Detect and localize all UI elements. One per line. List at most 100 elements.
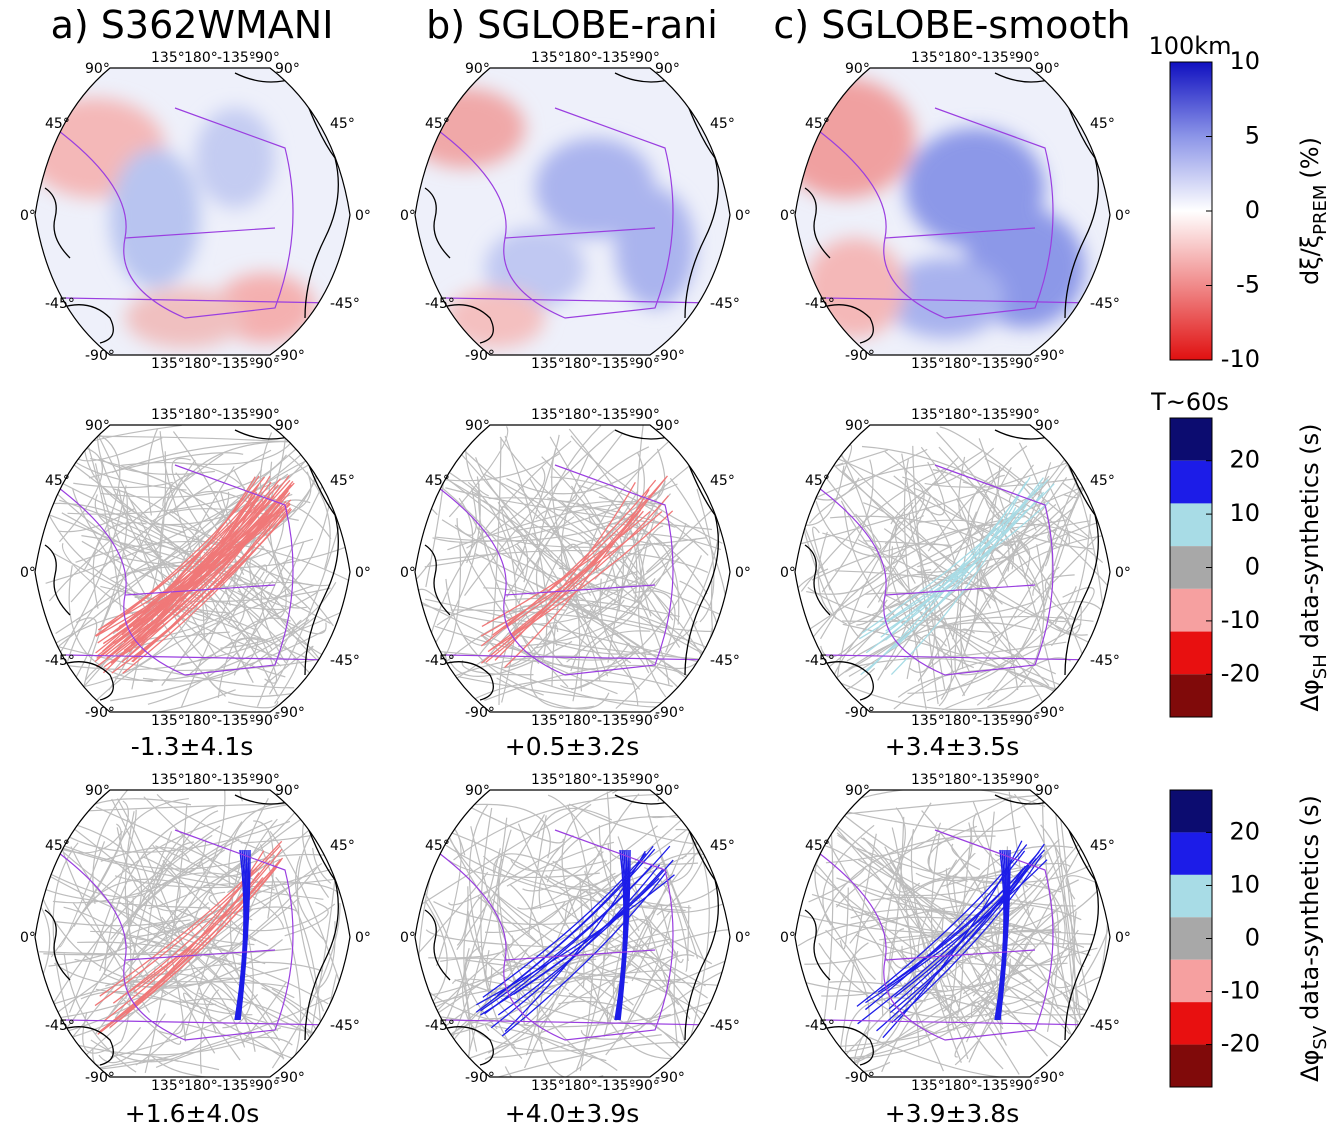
lat-label: -90°	[275, 348, 305, 364]
lat-label: 45°	[425, 473, 450, 489]
lat-label: 90°	[465, 418, 490, 434]
misfit-stat: +4.0±3.9s	[505, 1099, 639, 1128]
colorbar-tick-label: -10	[1221, 345, 1260, 373]
lat-label: 0°	[1115, 208, 1131, 224]
lon-label: 180°	[184, 356, 218, 372]
colorbar-band	[1170, 461, 1212, 504]
lat-label: 90°	[275, 61, 300, 77]
lat-label: 0°	[780, 930, 796, 946]
lat-label: -90°	[845, 705, 875, 721]
lat-label: 90°	[465, 61, 490, 77]
lat-label: 0°	[20, 565, 36, 581]
colorbar-band	[1170, 1002, 1212, 1044]
lat-label: 0°	[355, 930, 371, 946]
lat-label: 90°	[845, 418, 870, 434]
lat-label: -45°	[805, 653, 835, 669]
colorbar-header: T~60s	[1150, 388, 1229, 416]
lat-label: -45°	[330, 1018, 360, 1034]
lat-label: -45°	[425, 296, 455, 312]
lat-label: 45°	[330, 116, 355, 132]
colorbar-tick-label: -10	[1221, 977, 1260, 1005]
lat-label: 45°	[1090, 838, 1115, 854]
lon-label: 180°	[944, 407, 978, 423]
map-panel: 135°180°-135°-90°135°180°-135°-90°90°45°…	[780, 772, 1131, 1094]
colorbar-tick-label: 20	[1229, 817, 1260, 845]
lat-label: 90°	[655, 418, 680, 434]
lat-label: -90°	[845, 1070, 875, 1086]
lat-label: -45°	[330, 296, 360, 312]
lat-label: 45°	[710, 473, 735, 489]
lon-label: 135°	[151, 50, 185, 66]
colorbar-header: 100km	[1148, 32, 1231, 60]
colorbar-band	[1170, 589, 1212, 632]
lat-label: -45°	[805, 1018, 835, 1034]
lat-label: -90°	[465, 705, 495, 721]
lat-label: -45°	[425, 1018, 455, 1034]
map-panel: 135°180°-135°-90°135°180°-135°-90°90°45°…	[400, 772, 751, 1094]
map-panel: 135°180°-135°-90°135°180°-135°-90°90°45°…	[20, 50, 371, 372]
lon-label: 135°	[531, 713, 565, 729]
anomaly	[445, 288, 545, 348]
lat-label: -90°	[845, 348, 875, 364]
map-panel: 135°180°-135°-90°135°180°-135°-90°90°45°…	[775, 50, 1131, 372]
lat-label: 90°	[1035, 61, 1060, 77]
lon-label: 135°	[151, 356, 185, 372]
lat-label: 0°	[1115, 930, 1131, 946]
lon-label: 135°	[911, 1078, 945, 1094]
lat-label: 45°	[1090, 116, 1115, 132]
label-sub: SH	[1310, 654, 1331, 679]
panel-title: b) SGLOBE-rani	[426, 3, 718, 47]
colorbar-band	[1170, 503, 1212, 546]
lat-label: 0°	[1115, 565, 1131, 581]
lat-label: 0°	[20, 208, 36, 224]
lat-label: 45°	[425, 838, 450, 854]
lat-label: 0°	[400, 208, 416, 224]
lat-label: 0°	[400, 565, 416, 581]
colorbar-band	[1170, 960, 1212, 1002]
lat-label: 45°	[805, 838, 830, 854]
lat-label: 0°	[400, 930, 416, 946]
panel-title: a) S362WMANI	[51, 3, 334, 47]
misfit-stat: +3.9±3.8s	[885, 1099, 1019, 1128]
label-sub: PREM	[1310, 185, 1331, 235]
colorbar-tick-label: -10	[1221, 606, 1260, 634]
lon-label: 180°	[184, 50, 218, 66]
anomaly	[805, 238, 905, 338]
lat-label: -90°	[85, 705, 115, 721]
lon-label: 135°	[151, 713, 185, 729]
map-panel: 135°180°-135°-90°135°180°-135°-90°90°45°…	[400, 407, 751, 729]
lat-label: -90°	[655, 348, 685, 364]
lat-label: 0°	[355, 208, 371, 224]
lat-label: 45°	[330, 838, 355, 854]
lat-label: -90°	[85, 1070, 115, 1086]
lat-label: -90°	[655, 1070, 685, 1086]
lat-label: 90°	[85, 61, 110, 77]
lat-label: 45°	[710, 838, 735, 854]
lon-label: 180°	[564, 50, 598, 66]
lon-label: 180°	[944, 713, 978, 729]
lat-label: 45°	[710, 116, 735, 132]
lon-label: 180°	[564, 772, 598, 788]
lat-label: -45°	[710, 653, 740, 669]
lat-label: 90°	[1035, 418, 1060, 434]
lat-label: -45°	[330, 653, 360, 669]
lat-label: 90°	[1035, 783, 1060, 799]
map-content	[415, 778, 730, 1089]
colorbar-tick-label: 5	[1245, 122, 1260, 150]
lon-label: 135°	[531, 1078, 565, 1094]
lon-label: 135°	[151, 407, 185, 423]
map-content	[35, 775, 350, 1078]
ray-path	[28, 430, 60, 464]
colorbar-tick-label: 10	[1229, 870, 1260, 898]
lat-label: 0°	[20, 930, 36, 946]
lat-label: -90°	[85, 348, 115, 364]
lat-label: 90°	[85, 783, 110, 799]
colorbar-band	[1170, 546, 1212, 589]
lat-label: -45°	[1090, 653, 1120, 669]
lat-label: -90°	[275, 705, 305, 721]
lat-label: 45°	[805, 473, 830, 489]
lat-label: -45°	[1090, 296, 1120, 312]
label-unit: data-synthetics (s)	[1296, 795, 1324, 1020]
anomaly	[110, 148, 200, 288]
lon-label: 180°	[184, 407, 218, 423]
